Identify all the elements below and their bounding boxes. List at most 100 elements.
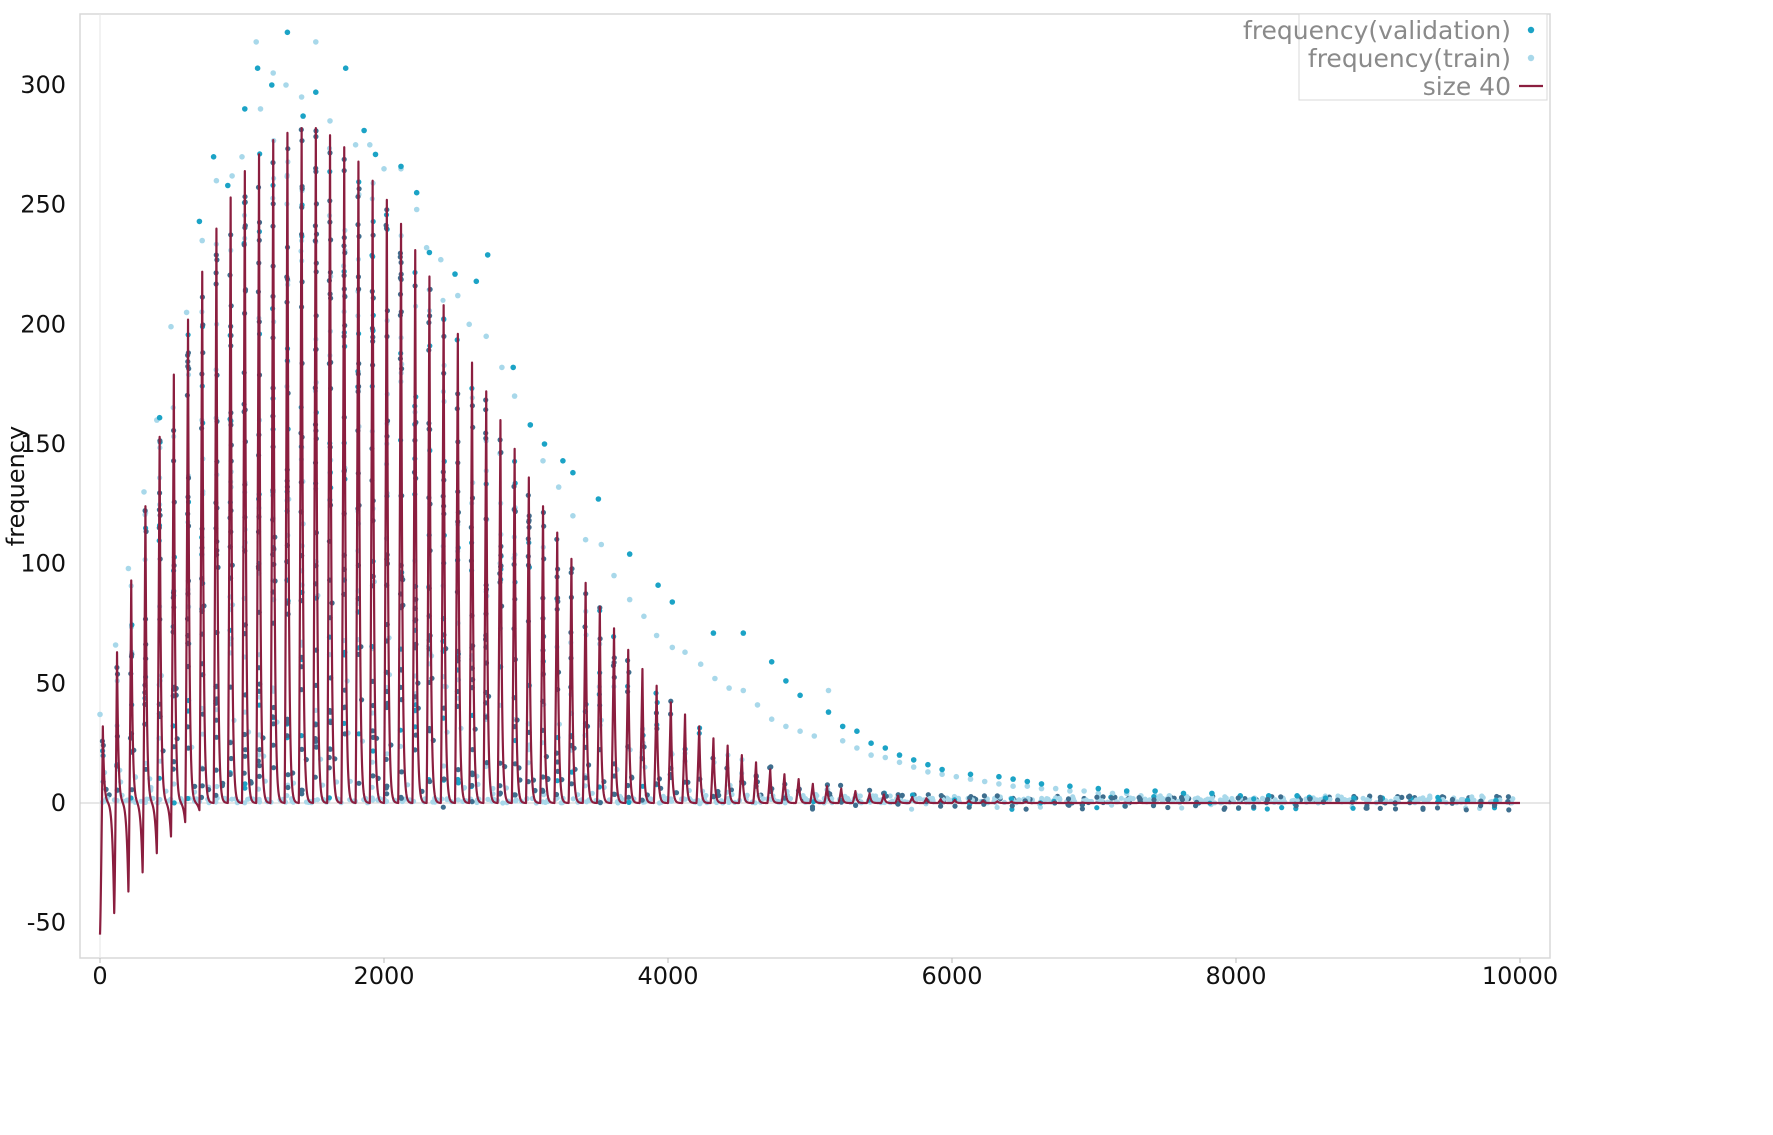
validation-points	[100, 29, 1499, 812]
train-point	[783, 723, 789, 730]
train-point	[257, 106, 264, 112]
validation-point	[1010, 776, 1016, 782]
scatter-point	[1122, 803, 1128, 809]
train-point	[270, 70, 277, 76]
scatter-point	[440, 804, 446, 810]
validation-point	[484, 252, 491, 258]
scatter-point	[946, 796, 952, 803]
scatter-point	[809, 804, 816, 810]
scatter-point	[1364, 805, 1370, 811]
scatter-point	[853, 802, 859, 809]
scatter-point	[597, 800, 603, 806]
train-point	[641, 613, 647, 620]
scatter-point	[1505, 794, 1511, 800]
scatter-point	[455, 797, 461, 803]
train-point	[996, 781, 1002, 787]
scatter-point	[242, 800, 248, 806]
scatter-point	[285, 772, 291, 778]
legend-marker	[1527, 26, 1535, 34]
scatter-point	[1178, 794, 1185, 801]
train-point	[712, 675, 718, 682]
scatter-point	[440, 297, 446, 303]
train-point	[438, 256, 444, 263]
y-tick-label: 250	[20, 191, 66, 219]
train-point	[199, 237, 205, 244]
train-point	[381, 166, 387, 172]
scatter-point	[966, 804, 972, 810]
train-point	[626, 596, 633, 603]
train-point	[455, 292, 461, 299]
validation-point	[372, 151, 379, 158]
y-tick-label: 200	[20, 310, 66, 338]
scatter-point	[909, 806, 915, 812]
scatter-point	[1392, 806, 1399, 812]
validation-point	[626, 551, 633, 557]
validation-point	[1024, 778, 1031, 785]
plot-frame	[79, 13, 1551, 959]
validation-point	[1209, 790, 1215, 797]
y-tick-label: 0	[51, 789, 66, 817]
validation-point	[710, 630, 717, 636]
validation-point	[996, 773, 1002, 780]
validation-point	[560, 458, 566, 464]
train-point	[253, 39, 259, 45]
train-point	[483, 333, 490, 340]
validation-point	[868, 740, 874, 746]
scatter-point	[356, 780, 362, 786]
x-tick-label: 10000	[1482, 962, 1558, 990]
scatter-point	[1094, 794, 1100, 800]
scatter-point	[584, 799, 590, 805]
scatter-point	[626, 799, 632, 806]
train-point	[298, 94, 305, 100]
train-point	[726, 685, 732, 691]
train-point	[939, 771, 945, 778]
y-tick-label: 300	[20, 71, 66, 99]
validation-point	[510, 364, 516, 371]
train-point	[682, 649, 688, 655]
scatter-point	[1165, 796, 1171, 803]
size-40-line	[98, 126, 1521, 935]
scatter-point	[857, 793, 863, 799]
train-point	[854, 745, 860, 751]
train-point	[511, 393, 518, 399]
scatter-point	[299, 787, 305, 793]
train-point	[1052, 785, 1059, 792]
scatter-point	[1434, 805, 1441, 811]
scatter-point	[867, 787, 873, 793]
train-point	[423, 244, 430, 251]
validation-point	[740, 630, 747, 636]
train-point	[499, 364, 505, 371]
validation-point	[284, 29, 291, 36]
scatter-point	[1278, 794, 1284, 800]
scatter-point	[938, 793, 944, 799]
train-point	[669, 644, 676, 651]
train-point	[125, 565, 132, 572]
train-point	[868, 752, 874, 758]
train-point	[882, 754, 889, 761]
validation-point	[242, 106, 248, 112]
validation-point	[225, 182, 231, 189]
validation-point	[156, 414, 163, 421]
train-point	[953, 773, 960, 780]
train-point	[555, 484, 562, 490]
train-point	[811, 733, 818, 739]
scatter-point	[384, 751, 390, 757]
scatter-point	[1079, 806, 1085, 812]
validation-point	[967, 771, 974, 778]
scatter-point	[500, 800, 506, 806]
validation-point	[1294, 793, 1300, 799]
validation-point	[1067, 783, 1073, 789]
train-point	[283, 82, 289, 88]
scatter-point	[838, 782, 844, 789]
legend: frequency(validation)frequency(train)siz…	[1243, 13, 1548, 101]
overlap-points	[99, 127, 1512, 813]
validation-point	[768, 659, 775, 665]
scatter-point	[214, 783, 220, 790]
train-point	[352, 142, 359, 148]
scatter-point	[1023, 806, 1029, 812]
scatter-point	[441, 763, 447, 769]
scatter-point	[612, 791, 618, 798]
train-point	[327, 118, 333, 124]
scatter-point	[256, 763, 263, 769]
